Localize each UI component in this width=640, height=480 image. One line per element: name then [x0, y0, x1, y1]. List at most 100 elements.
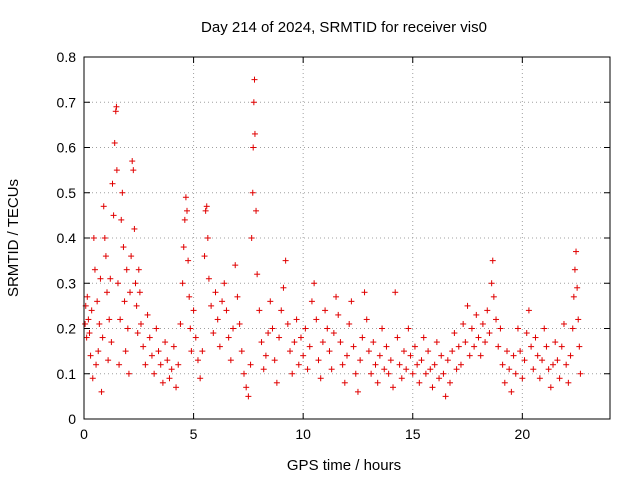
data-point — [455, 343, 462, 350]
data-point — [267, 298, 274, 305]
data-point — [490, 293, 497, 300]
data-point — [493, 316, 500, 323]
data-point — [256, 307, 263, 314]
data-point — [284, 320, 291, 327]
data-point — [574, 284, 581, 291]
data-point — [116, 361, 123, 368]
data-point — [501, 379, 508, 386]
data-point — [271, 357, 278, 364]
data-point — [100, 203, 107, 210]
data-point — [295, 361, 302, 368]
data-point — [84, 293, 91, 300]
data-point — [422, 370, 429, 377]
data-point — [287, 348, 294, 355]
data-point — [363, 316, 370, 323]
data-point — [248, 235, 255, 241]
data-point — [144, 311, 151, 318]
data-point — [357, 357, 364, 364]
data-point — [565, 379, 572, 386]
y-tick-label: 0.7 — [57, 94, 77, 110]
data-point — [82, 320, 89, 327]
data-point — [276, 334, 283, 341]
data-point — [121, 298, 128, 305]
data-point — [282, 257, 289, 264]
data-point — [238, 348, 245, 355]
data-point — [554, 357, 561, 364]
data-point — [372, 361, 379, 368]
chart-title: Day 214 of 2024, SRMTID for receiver vis… — [201, 19, 487, 36]
data-point — [300, 352, 307, 359]
data-point — [396, 361, 403, 368]
data-point — [337, 339, 344, 346]
data-point — [135, 266, 142, 273]
data-point — [240, 370, 247, 377]
data-point — [151, 370, 158, 377]
data-point — [250, 144, 257, 151]
data-point — [411, 343, 418, 350]
y-tick-label: 0.3 — [57, 275, 77, 291]
data-point — [133, 302, 140, 309]
y-tick-label: 0.2 — [57, 321, 77, 337]
data-point — [95, 348, 102, 355]
data-point — [219, 298, 226, 305]
data-point — [569, 325, 576, 332]
data-point — [403, 366, 410, 373]
data-point — [447, 379, 454, 386]
data-point — [190, 307, 197, 314]
data-point — [438, 352, 445, 359]
data-point — [387, 357, 394, 364]
data-point — [129, 158, 136, 165]
data-point — [536, 375, 543, 382]
data-point — [146, 334, 153, 341]
data-point — [352, 370, 359, 377]
data-point — [558, 343, 565, 350]
data-point — [175, 361, 182, 368]
data-point — [184, 207, 191, 214]
data-point — [414, 361, 421, 368]
data-point — [148, 352, 155, 359]
data-point — [359, 334, 366, 341]
data-point — [471, 343, 478, 350]
data-point — [556, 375, 563, 382]
data-point — [573, 248, 580, 255]
y-tick-label: 0.8 — [57, 49, 77, 65]
data-point — [197, 375, 204, 382]
data-point — [315, 357, 322, 364]
x-tick-label: 15 — [405, 426, 421, 442]
data-point — [473, 311, 480, 318]
data-point — [86, 330, 93, 337]
data-point — [350, 343, 357, 350]
data-point — [204, 235, 211, 241]
data-point — [111, 139, 118, 146]
data-point — [201, 253, 208, 260]
data-point — [168, 366, 175, 373]
data-point — [179, 280, 186, 287]
data-point — [462, 339, 469, 346]
data-point — [273, 379, 280, 386]
data-point — [186, 293, 193, 300]
data-point — [433, 339, 440, 346]
data-point — [87, 352, 94, 359]
data-point — [302, 325, 309, 332]
data-point — [157, 361, 164, 368]
data-point — [265, 330, 272, 337]
data-point — [409, 370, 416, 377]
data-point — [567, 352, 574, 359]
data-point — [361, 289, 368, 296]
data-point — [311, 280, 318, 287]
data-point — [258, 339, 265, 346]
data-point — [368, 370, 375, 377]
data-point — [398, 375, 405, 382]
data-point — [577, 370, 584, 377]
data-point — [319, 339, 326, 346]
y-tick-label: 0.5 — [57, 185, 77, 201]
data-point — [85, 316, 92, 323]
data-point — [374, 379, 381, 386]
data-point — [407, 352, 414, 359]
data-point — [101, 235, 108, 241]
data-point — [182, 194, 189, 201]
data-point — [93, 361, 100, 368]
data-point — [390, 384, 397, 391]
data-point — [113, 103, 120, 110]
data-point — [341, 379, 348, 386]
